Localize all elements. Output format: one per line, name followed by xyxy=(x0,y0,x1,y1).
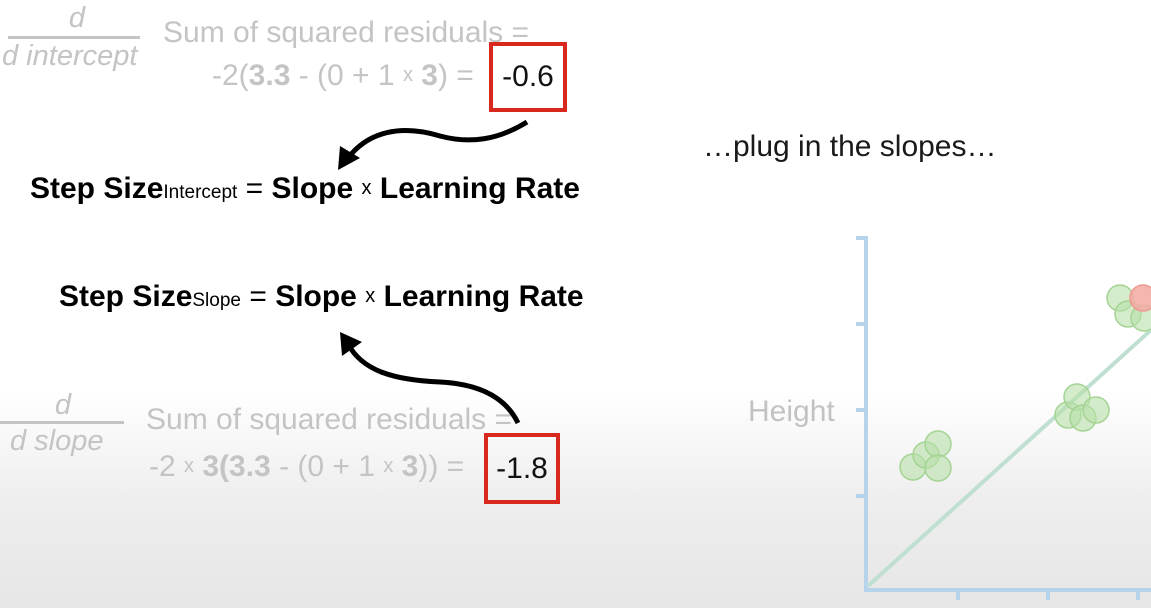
data-point xyxy=(924,430,952,458)
graph-axes xyxy=(856,236,1151,600)
step-size-intercept-formula: Step SizeIntercept = Slope x Learning Ra… xyxy=(30,172,580,206)
slope-subscript: Slope xyxy=(192,290,241,311)
arrow-bottom-curve xyxy=(345,342,521,425)
bottom-derivative-fraction-bar xyxy=(0,421,124,424)
top-derivative-expression: -2(3.3 - (0 + 1 x 3) = xyxy=(212,59,474,93)
data-point-red xyxy=(1129,284,1151,312)
equals-sign: = xyxy=(237,172,272,205)
bottom-derivative-expression: -2 x 3(3.3 - (0 + 1 x 3)) = xyxy=(149,450,464,484)
times-symbol: x xyxy=(184,455,195,477)
bottom-derivative-label: Sum of squared residuals = xyxy=(146,403,513,436)
slope-term: Slope xyxy=(275,280,357,313)
top-derivative-fraction-bar xyxy=(8,36,140,39)
step-size-term: Step Size xyxy=(59,280,193,313)
expr-part: - (0 + 1 xyxy=(290,59,403,92)
expr-part-bold: 3.3 xyxy=(229,450,271,483)
top-derivative-numerator: d xyxy=(68,2,86,34)
bottom-result-highlight: -1.8 xyxy=(484,433,560,504)
point-cluster-mid xyxy=(1054,383,1110,432)
learning-rate-term: Learning Rate xyxy=(379,172,580,205)
expr-part: )) = xyxy=(418,450,465,483)
expr-part: -2( xyxy=(212,59,249,92)
learning-rate-term: Learning Rate xyxy=(383,280,584,313)
slope-term: Slope xyxy=(271,172,354,205)
caption-plug-in-slopes: …plug in the slopes… xyxy=(703,130,997,163)
top-derivative-label: Sum of squared residuals = xyxy=(163,16,530,49)
expr-part-bold: 3 xyxy=(421,59,438,92)
top-result-value: -0.6 xyxy=(502,60,554,93)
point-cluster-low xyxy=(899,430,952,482)
graph-ylabel: Height xyxy=(748,395,835,428)
point-cluster-high xyxy=(1106,284,1151,332)
expr-part-bold: 3 xyxy=(202,450,220,483)
equals-sign: = xyxy=(240,280,276,313)
expr-part-bold: ( xyxy=(219,450,230,483)
top-result-highlight: -0.6 xyxy=(489,42,567,112)
bottom-derivative-denominator: d slope xyxy=(10,425,104,457)
expr-part-bold: 3.3 xyxy=(248,59,291,92)
step-size-slope-formula: Step SizeSlope = Slope x Learning Rate xyxy=(59,280,584,314)
arrow-top-curve xyxy=(346,119,529,160)
bottom-derivative-numerator: d xyxy=(54,389,72,421)
times-symbol: x xyxy=(365,285,376,307)
times-symbol: x xyxy=(402,64,413,86)
data-point xyxy=(1082,396,1110,424)
step-size-term: Step Size xyxy=(30,172,164,205)
times-symbol: x xyxy=(361,177,372,199)
expr-part-bold: 3 xyxy=(401,450,419,483)
times-symbol: x xyxy=(383,455,394,477)
bottom-result-value: -1.8 xyxy=(496,451,548,485)
fit-line xyxy=(866,328,1151,588)
arrow-top-head xyxy=(338,146,360,170)
expr-part: -2 xyxy=(149,450,185,483)
expr-part: ) = xyxy=(437,59,474,92)
expr-part: - (0 + 1 xyxy=(270,450,384,483)
arrow-bottom-head xyxy=(340,332,362,356)
intercept-subscript: Intercept xyxy=(163,182,238,203)
top-derivative-denominator: d intercept xyxy=(2,40,138,72)
data-point xyxy=(924,454,952,482)
